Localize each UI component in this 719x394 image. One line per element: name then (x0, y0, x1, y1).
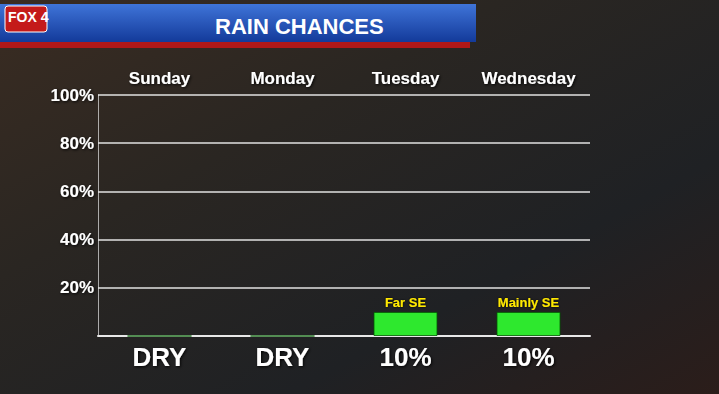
svg-text:Far SE: Far SE (385, 295, 427, 310)
svg-text:Wednesday: Wednesday (481, 69, 576, 88)
svg-text:10%: 10% (502, 342, 554, 372)
svg-text:Tuesday: Tuesday (372, 69, 440, 88)
svg-text:100%: 100% (51, 86, 94, 105)
svg-text:10%: 10% (379, 342, 431, 372)
svg-text:60%: 60% (60, 182, 94, 201)
svg-text:80%: 80% (60, 134, 94, 153)
svg-text:DRY: DRY (133, 342, 187, 372)
svg-text:Monday: Monday (250, 69, 315, 88)
svg-text:20%: 20% (60, 278, 94, 297)
svg-text:40%: 40% (60, 230, 94, 249)
svg-text:Sunday: Sunday (129, 69, 191, 88)
svg-text:RAIN CHANCES: RAIN CHANCES (215, 14, 384, 39)
svg-text:FOX 4: FOX 4 (8, 9, 49, 25)
svg-text:Mainly SE: Mainly SE (498, 295, 560, 310)
svg-text:DRY: DRY (256, 342, 310, 372)
